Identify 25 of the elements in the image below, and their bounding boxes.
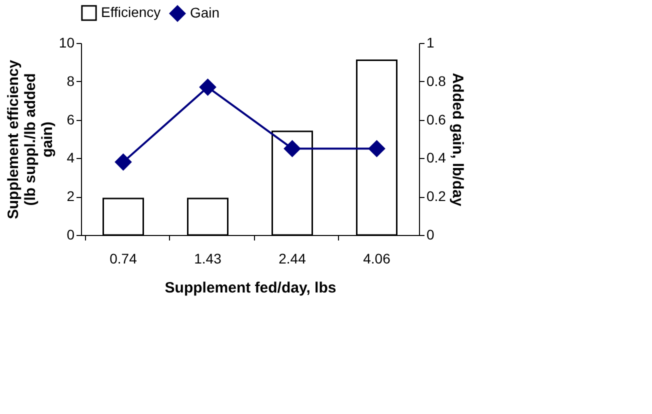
x-tick-label: 0.74: [110, 250, 138, 266]
legend-label: Gain: [190, 4, 220, 20]
y-tick-label: 8: [66, 72, 75, 89]
y-tick-label: 2: [66, 188, 75, 204]
y2-tick-label: 0.4: [426, 150, 446, 166]
point: [284, 140, 301, 158]
x-axis-title: Supplement fed/day, lbs: [164, 280, 336, 296]
y2-axis-title: Added gain, lb/day: [448, 72, 466, 207]
y2-tick-label: 0.2: [426, 188, 446, 204]
y2-tick-label: 0: [426, 226, 434, 242]
point: [368, 140, 386, 158]
y-axis-title: Supplement efficiency (lb suppl./lb added gain): [4, 59, 56, 220]
y-tick-label: 0: [66, 226, 75, 242]
legend-label: Efficiency: [101, 4, 161, 20]
y2-tick-label: 0.8: [426, 72, 446, 89]
point: [114, 153, 132, 171]
x-tick-label: 1.43: [194, 250, 222, 266]
y2-tick-label: 1: [426, 34, 434, 50]
x-tick-label: 2.44: [278, 250, 306, 266]
point: [199, 78, 216, 96]
x-tick-label: 4.06: [363, 250, 391, 266]
y-tick-label: 10: [58, 34, 75, 50]
y-tick-label: 6: [66, 111, 75, 128]
y2-tick-label: 0.6: [426, 111, 446, 128]
y-tick-label: 4: [66, 150, 75, 166]
